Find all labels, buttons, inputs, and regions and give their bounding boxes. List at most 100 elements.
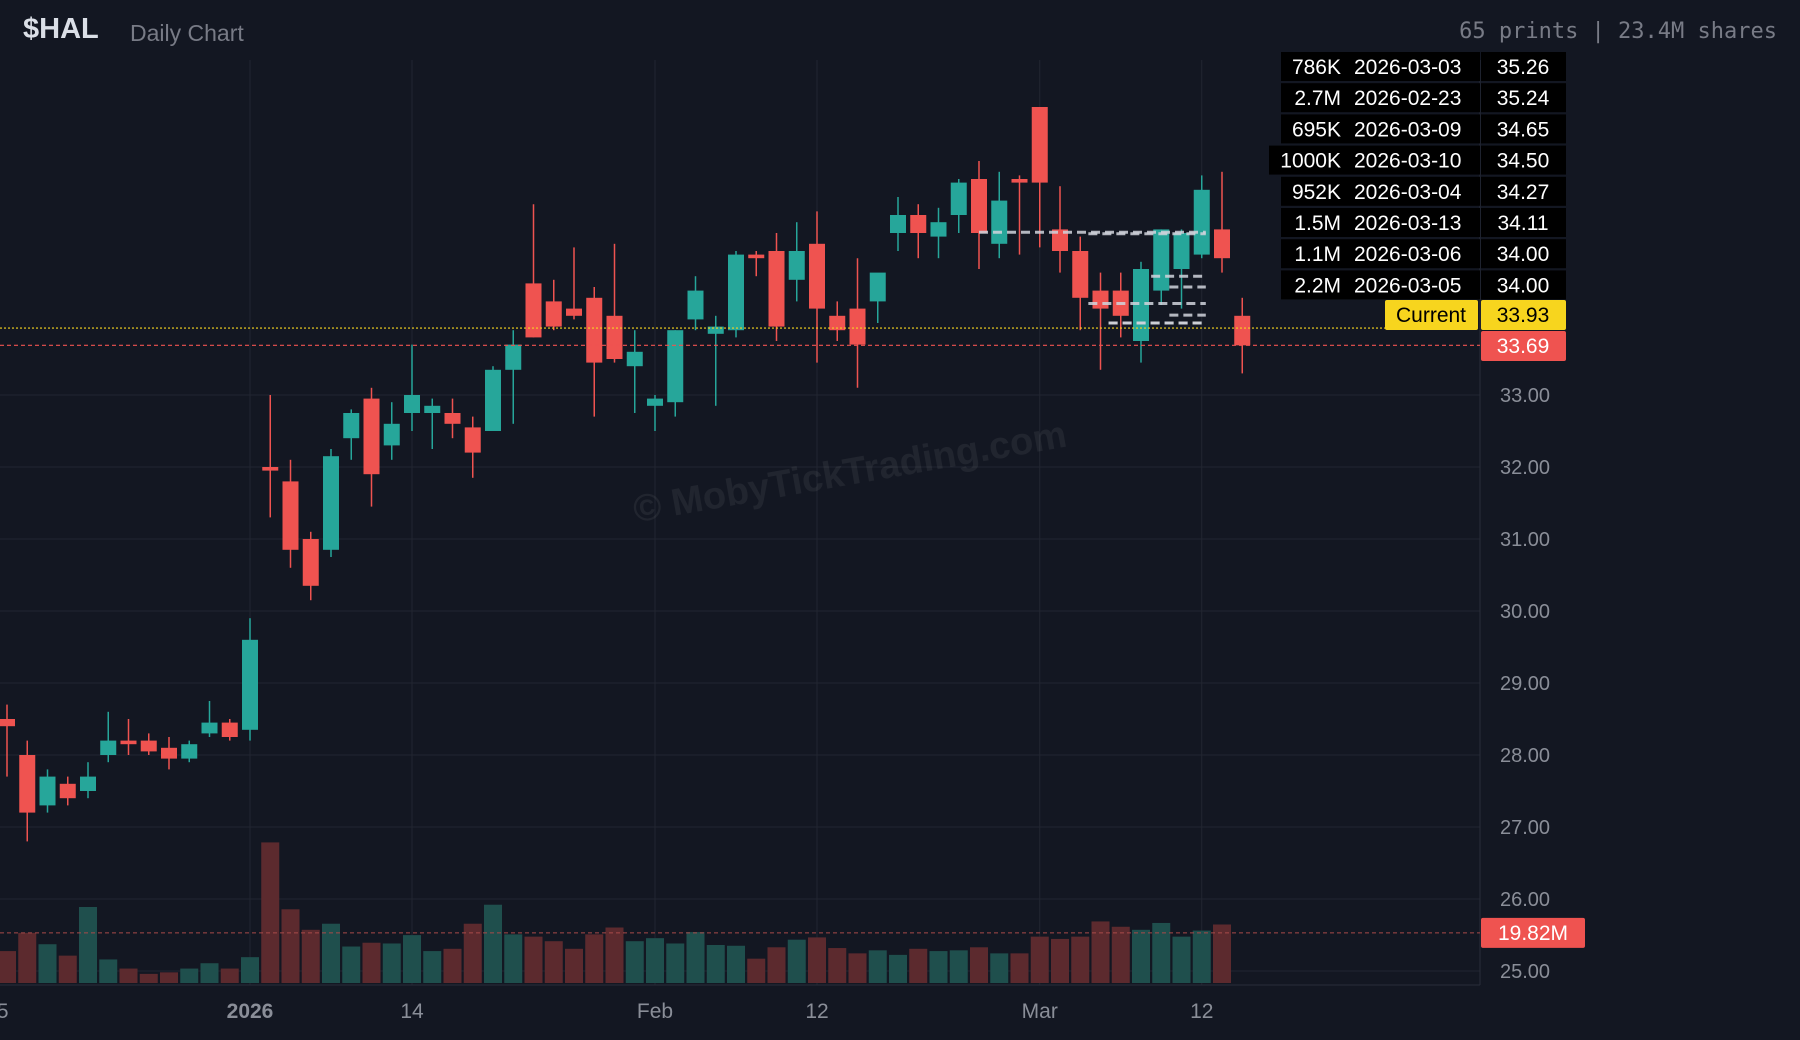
candle-body [869, 272, 886, 302]
candle-body [991, 200, 1008, 244]
volume-bar [808, 937, 826, 983]
candle [383, 402, 400, 460]
date-tick-label: 14 [400, 1000, 424, 1023]
volume-bar [463, 923, 482, 983]
volume-bar [322, 923, 340, 983]
candle [39, 769, 56, 813]
candle-body [1011, 179, 1028, 183]
candle [201, 701, 218, 737]
ticker-symbol[interactable]: $HAL [23, 13, 99, 45]
volume-bar [1192, 930, 1211, 983]
volume-bar [1051, 938, 1069, 983]
candle [1153, 229, 1170, 305]
candle [120, 719, 137, 755]
candle-body [890, 215, 906, 233]
volume-bars [0, 842, 1231, 983]
price-tick-label: 32.00 [1500, 457, 1550, 479]
print-size: 1.5M [1294, 212, 1341, 235]
print-price: 35.24 [1497, 87, 1550, 110]
candle [1031, 107, 1048, 248]
candle [505, 330, 522, 424]
candle-body [971, 179, 987, 233]
volume-bar [605, 927, 624, 983]
volume-bar [585, 934, 604, 983]
candle [444, 398, 461, 439]
price-tick-label: 31.00 [1500, 529, 1550, 551]
print-price-bg [1481, 208, 1566, 237]
volume-bar [848, 953, 867, 983]
chart-header: $HAL Daily Chart 65 prints | 23.4M share… [0, 0, 1800, 60]
volume-bar [1132, 929, 1150, 983]
candle [971, 161, 987, 269]
candle [586, 287, 603, 417]
date-tick-label: 15 [0, 1000, 9, 1023]
print-date: 2026-02-23 [1354, 87, 1461, 110]
candle-body [100, 740, 117, 755]
candles [0, 107, 1251, 842]
candle-body [768, 251, 785, 327]
volume-bar [220, 968, 239, 983]
volume-bar [382, 943, 401, 983]
candle-body [1052, 229, 1068, 251]
volume-bar [868, 950, 887, 983]
candle [262, 395, 279, 518]
date-tick-label: 12 [1190, 1000, 1213, 1023]
print-price-bg [1481, 270, 1566, 300]
chart-subtitle: Daily Chart [130, 20, 244, 46]
volume-bar [909, 948, 928, 983]
candle-body [485, 369, 501, 431]
volume-bar [889, 954, 907, 983]
candle-body [566, 308, 582, 316]
print-price: 34.50 [1497, 150, 1550, 173]
print-row-bg [1281, 208, 1480, 237]
print-price-bg [1481, 114, 1566, 144]
price-tick-label: 29.00 [1500, 673, 1550, 695]
print-size: 952K [1292, 181, 1341, 204]
print-price: 34.00 [1497, 243, 1550, 266]
candle [667, 330, 684, 417]
volume-bar [301, 929, 320, 983]
candle-body [647, 398, 663, 406]
volume-bar [403, 935, 421, 983]
volume-bar [990, 953, 1009, 983]
candle-body [201, 722, 218, 734]
candle [363, 387, 380, 507]
candle-body [1173, 233, 1190, 269]
candle-body [444, 413, 461, 424]
candle-body [687, 290, 704, 320]
candle-body [809, 243, 825, 309]
candle [59, 776, 76, 806]
price-tick-label: 28.00 [1500, 745, 1550, 767]
candle-body [221, 722, 238, 737]
candle [323, 449, 339, 557]
candle-body [748, 254, 765, 259]
print-date: 2026-03-13 [1354, 212, 1461, 235]
volume-bar [0, 951, 16, 983]
date-tick-label: 12 [805, 1000, 828, 1023]
print-size: 2.2M [1294, 274, 1341, 297]
candle [1214, 171, 1230, 273]
candle-body [1031, 107, 1048, 183]
candle [464, 416, 481, 478]
candle-body [323, 456, 339, 550]
print-date: 2026-03-04 [1354, 181, 1462, 204]
print-size: 695K [1292, 118, 1341, 141]
candle [910, 204, 927, 259]
current-tag-bg [1385, 300, 1478, 330]
volume-bar [828, 948, 847, 983]
print-price: 34.11 [1498, 212, 1549, 235]
candle [485, 366, 501, 431]
candle-body [525, 283, 542, 338]
price-tick-label: 25.00 [1500, 961, 1550, 983]
volume-bar [625, 941, 644, 983]
candle [991, 171, 1008, 259]
candle-body [120, 740, 137, 745]
candle [19, 740, 36, 842]
candle-body [424, 405, 441, 413]
candle-body [606, 315, 623, 359]
candle [728, 251, 744, 338]
current-price-tag-bg [1481, 300, 1566, 330]
candle-body [626, 351, 643, 367]
candle-body [242, 639, 258, 730]
